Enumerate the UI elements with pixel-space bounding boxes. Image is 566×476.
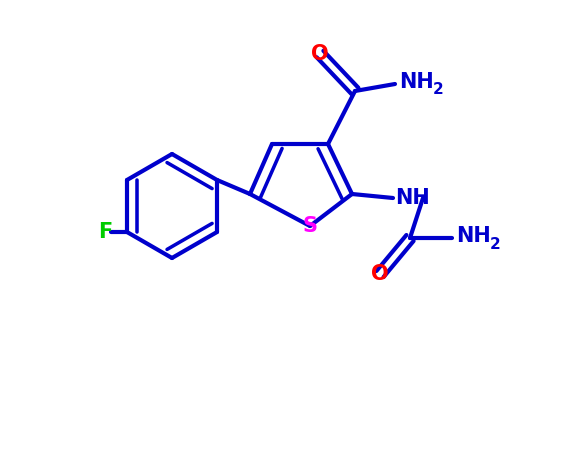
Text: 2: 2: [433, 82, 444, 98]
Text: NH: NH: [399, 72, 434, 92]
Text: NH: NH: [395, 188, 430, 208]
Text: O: O: [311, 44, 329, 64]
Text: 2: 2: [490, 237, 501, 251]
Text: S: S: [302, 216, 318, 236]
Text: F: F: [98, 222, 112, 242]
Text: O: O: [371, 264, 389, 284]
Text: NH: NH: [456, 226, 491, 246]
